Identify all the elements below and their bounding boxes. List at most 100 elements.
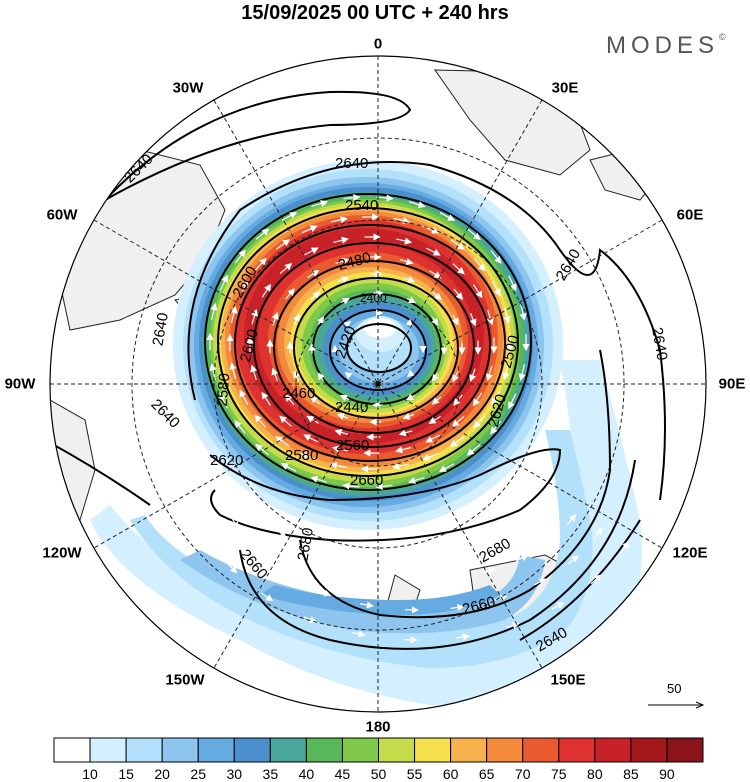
lon-label-150w: 150W [165, 671, 205, 689]
wind-arrow [210, 302, 218, 320]
wind-arrow [293, 313, 300, 325]
colorbar-tick-label: 55 [406, 766, 423, 782]
wind-arrow [261, 391, 271, 406]
wind-arrow [490, 420, 502, 435]
wind-arrow [432, 291, 442, 301]
wind-arrow [342, 482, 360, 490]
wind-arrow [280, 463, 297, 472]
contour-label: 2640 [648, 326, 671, 362]
wind-arrow [426, 247, 441, 256]
wind-arrow [275, 436, 290, 447]
wind-arrow [508, 275, 517, 292]
lon-label-90w: 90W [4, 375, 36, 393]
wind-arrow [285, 288, 295, 300]
lon-label-120w: 120W [42, 544, 82, 562]
wind-arrow [450, 239, 465, 250]
colorbar-swatch [233, 737, 271, 763]
colorbar-swatch [666, 737, 704, 763]
wind-arrow [551, 602, 565, 610]
wind-arrow [344, 371, 353, 380]
contour-label: 2540 [345, 197, 378, 214]
lon-label-30w: 30W [172, 79, 204, 97]
wind-arrow [229, 362, 237, 379]
wind-arrow [332, 563, 346, 571]
wind-arrow [335, 257, 350, 265]
wind-arrow [275, 239, 291, 250]
wind-arrow [403, 276, 416, 283]
wind-arrow [396, 237, 413, 245]
vector-reference-value: 50 [667, 681, 681, 696]
contour-label: 2580 [214, 372, 234, 407]
wind-arrow [431, 372, 439, 382]
wind-arrow [544, 536, 557, 546]
wind-arrow [469, 312, 477, 327]
wind-arrow [209, 363, 217, 381]
lon-label-60w: 60W [46, 206, 78, 224]
colorbar-tick-label: 35 [262, 766, 279, 782]
wind-arrow [518, 364, 526, 382]
wind-arrow [317, 316, 325, 326]
wind-arrow [395, 446, 412, 454]
wind-arrow [451, 415, 465, 428]
colorbar-tick-label: 40 [298, 766, 315, 782]
meridian-60e-120w [93, 219, 663, 549]
wind-arrow [482, 567, 496, 575]
contour-2680-track [299, 349, 612, 619]
wind-arrow [301, 225, 318, 234]
wind-arrow [473, 415, 486, 429]
wind-arrow [300, 548, 314, 556]
wind-arrow [469, 368, 477, 383]
colorbar-swatch [89, 737, 127, 763]
contour-2620 [204, 193, 532, 491]
wind-speed-shading [90, 160, 642, 706]
wind-arrow [303, 616, 317, 623]
wind-arrow [439, 212, 456, 221]
lon-label-60e: 60E [676, 206, 704, 224]
wind-arrow [339, 394, 350, 402]
wind-arrow [467, 228, 481, 241]
lon-label-120e: 120E [672, 544, 708, 562]
wind-arrow [279, 262, 293, 275]
wind-arrow [227, 562, 238, 574]
wind-arrow [275, 528, 287, 539]
wind-arrow [310, 475, 327, 483]
wind-arrow [317, 589, 332, 597]
wind-arrow [438, 463, 455, 472]
wind-arrow [337, 276, 350, 284]
wind-arrow [485, 365, 493, 382]
wind-arrow [304, 247, 319, 256]
colorbar-tick-label: 85 [623, 766, 639, 782]
wind-arrow [393, 217, 411, 225]
wind-arrow [515, 554, 529, 562]
contour-2560 [253, 242, 491, 448]
wind-arrow [343, 320, 352, 329]
wind-arrow [449, 436, 465, 447]
colorbar-tick-label: 75 [550, 766, 567, 782]
wind-arrow [219, 392, 228, 409]
contour-label: 2620 [210, 452, 243, 469]
graticule [50, 56, 706, 712]
wind-arrow [251, 545, 262, 557]
colorbar-swatch [53, 737, 91, 763]
wind-arrow [590, 574, 602, 585]
wind-arrow [402, 412, 415, 420]
wind-arrow [486, 309, 494, 326]
wind-arrow [392, 462, 410, 470]
meridian-30e-150w [213, 99, 543, 669]
map-title: 15/09/2025 00 UTC + 240 hrs [241, 2, 509, 24]
wind-arrow [254, 414, 267, 428]
brand-mark: © [719, 32, 726, 42]
wind-arrow [329, 461, 347, 469]
wind-arrow [258, 505, 267, 518]
wind-arrow [431, 396, 442, 405]
wind-arrow [284, 393, 295, 406]
colorbar-swatch [486, 737, 524, 763]
contour-2640-west [50, 439, 151, 506]
colorbar-tick-label: 20 [154, 766, 170, 782]
wind-arrow [376, 194, 394, 202]
wind-arrow [422, 452, 439, 461]
wind-arrow [271, 311, 279, 326]
wind-arrow [334, 429, 349, 436]
colorbar-tick-label: 15 [118, 766, 134, 782]
contour-label: 2440 [335, 399, 368, 416]
